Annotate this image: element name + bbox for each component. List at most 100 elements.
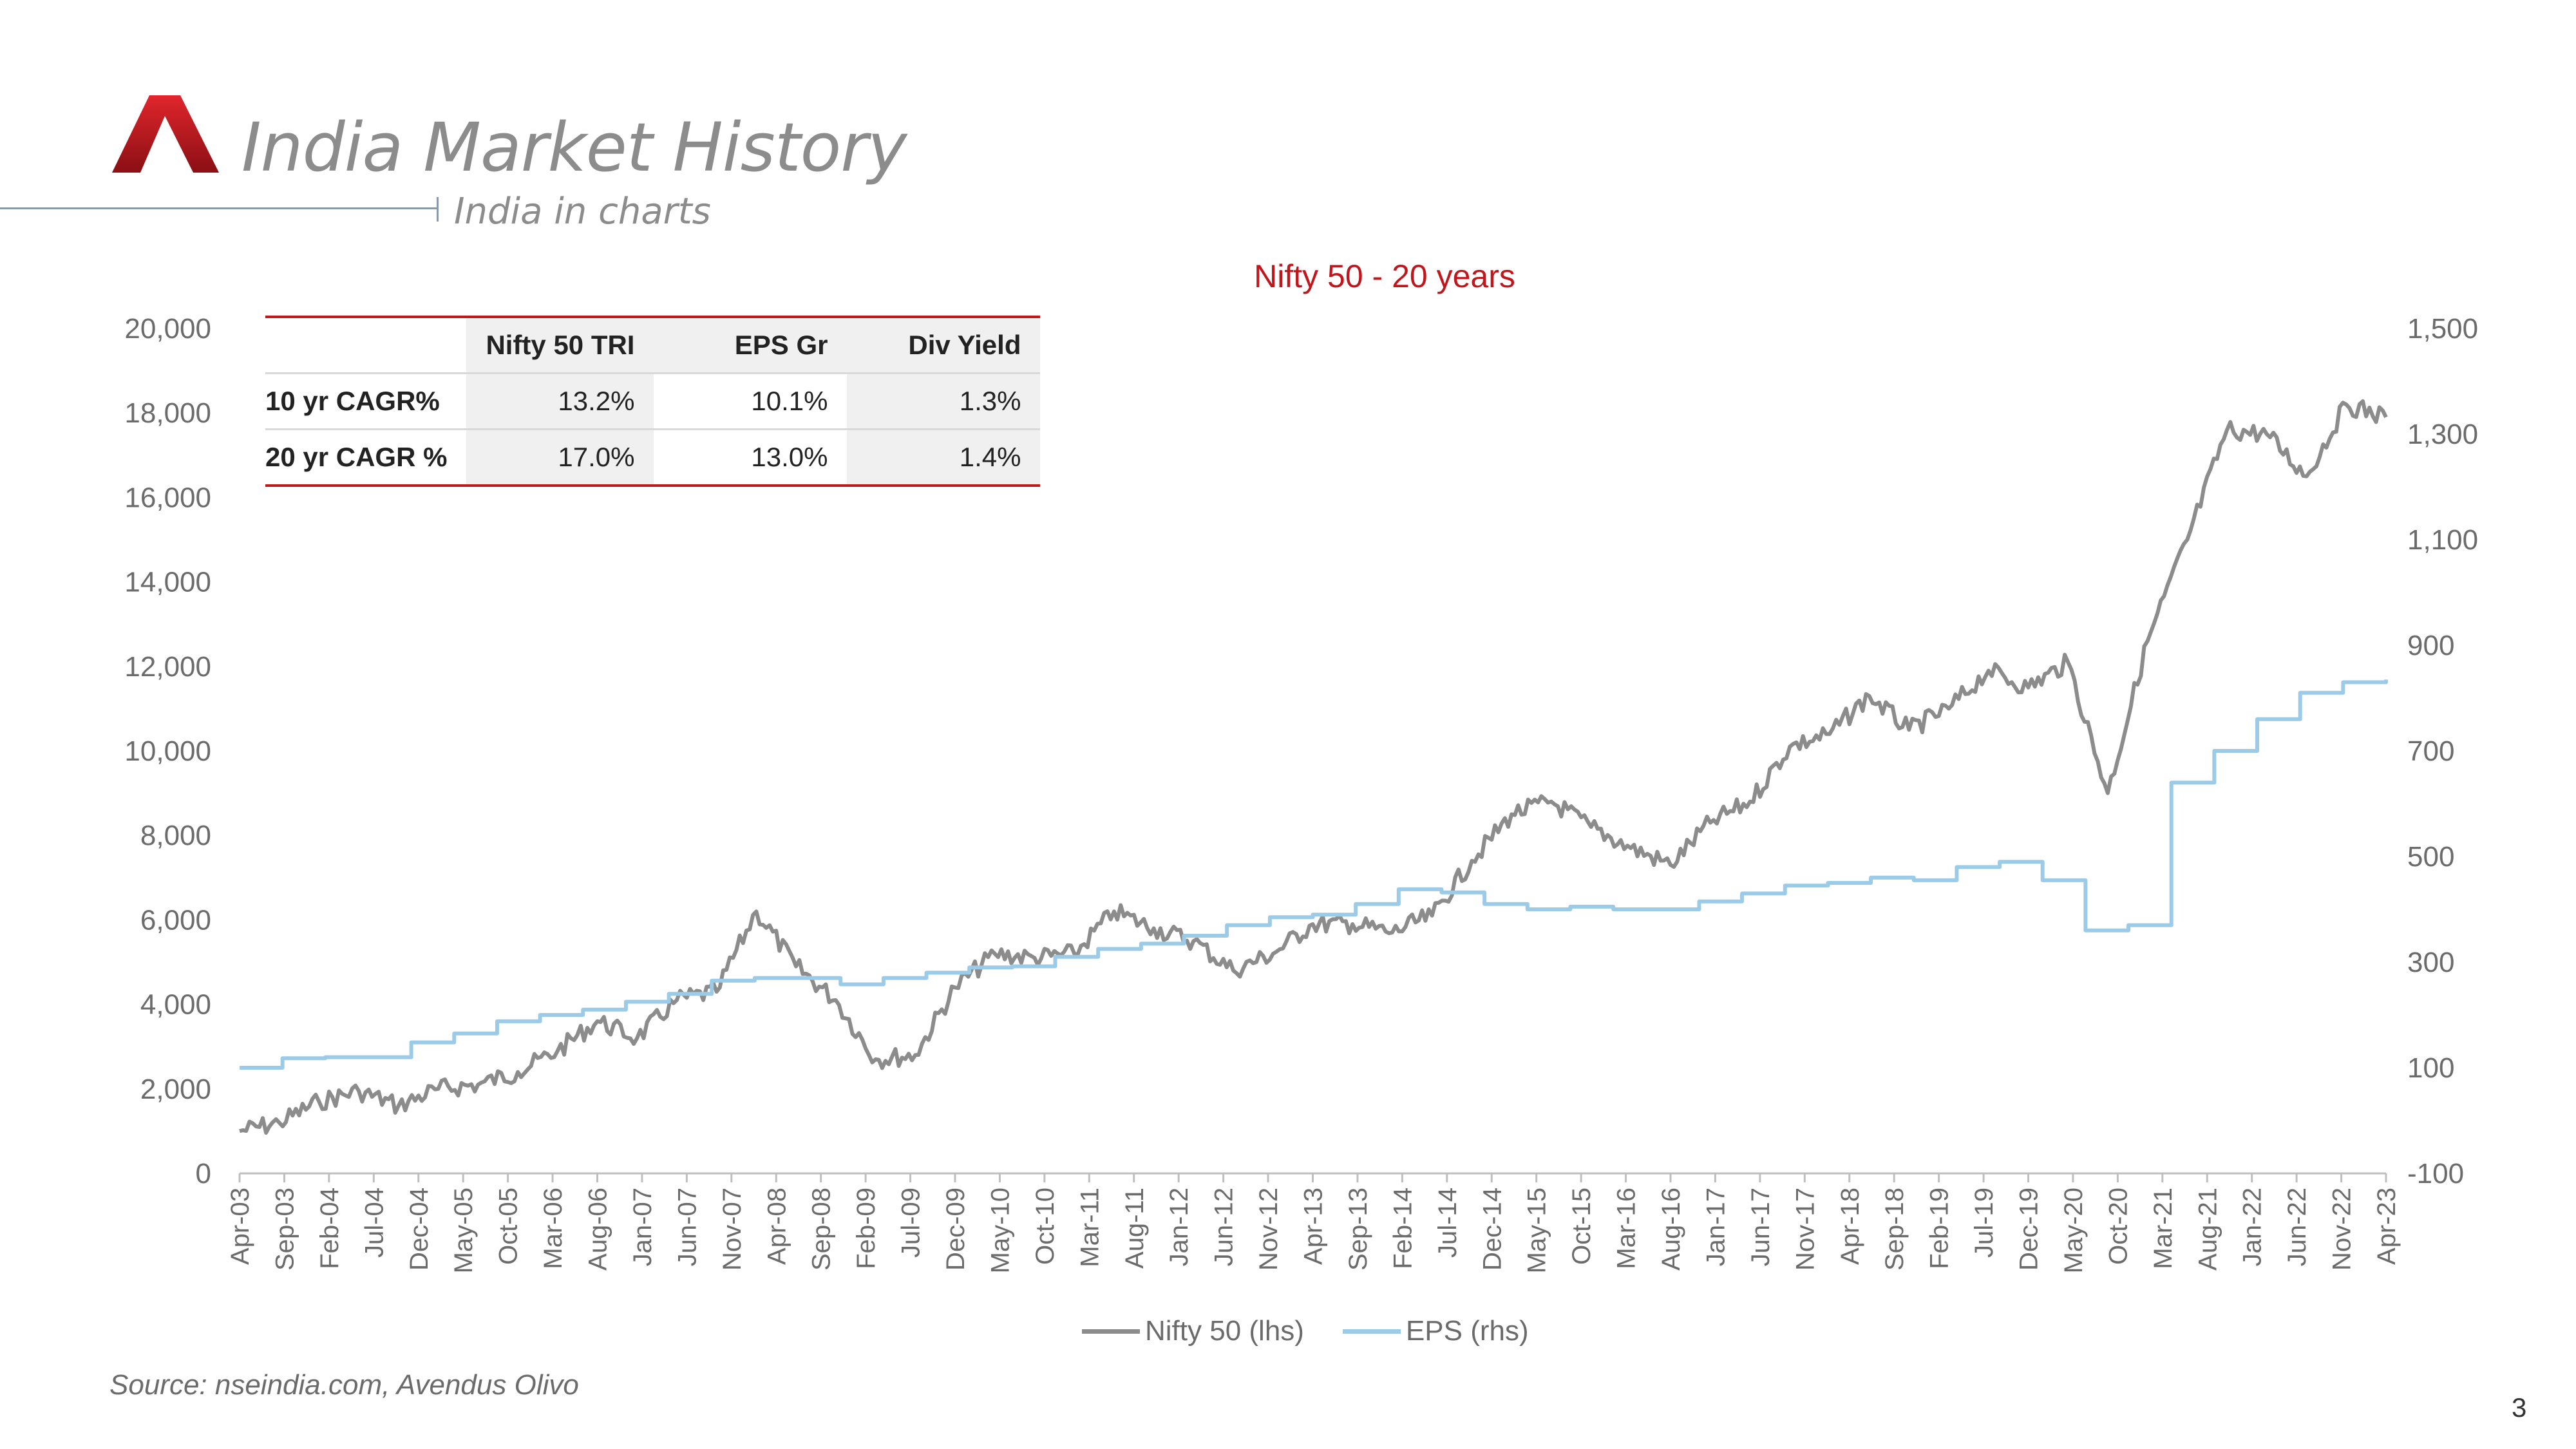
- x-tick-label: Nov-17: [1791, 1188, 1819, 1271]
- x-tick-label: Dec-14: [1478, 1188, 1506, 1271]
- x-tick-label: Feb-19: [1926, 1188, 1954, 1269]
- x-tick-label: Jul-04: [360, 1188, 388, 1258]
- chart-title: Nifty 50 - 20 years: [1254, 258, 1515, 294]
- table-cell: 10.1%: [751, 386, 828, 416]
- table-cell: 1.4%: [847, 429, 1041, 486]
- x-tick-label: Dec-19: [2015, 1188, 2043, 1271]
- x-tick-label: Oct-05: [495, 1188, 523, 1265]
- y-right-tick-label: 300: [2407, 947, 2454, 978]
- x-tick-label: Apr-13: [1300, 1188, 1328, 1265]
- y-left-tick-label: 20,000: [124, 313, 211, 345]
- source-note: Source: nseindia.com, Avendus Olivo: [109, 1369, 579, 1401]
- table-cell: 1.3%: [847, 373, 1041, 430]
- x-tick-label: Jan-17: [1701, 1188, 1730, 1266]
- x-tick-label: Feb-04: [316, 1188, 344, 1269]
- x-tick-label: Apr-03: [226, 1188, 254, 1265]
- legend-item-eps: EPS (rhs): [1342, 1315, 1529, 1347]
- y-left-tick-label: 10,000: [124, 735, 211, 767]
- x-tick-label: Dec-09: [942, 1188, 970, 1271]
- x-tick-label: Sep-18: [1880, 1188, 1909, 1271]
- eps-series-line: [240, 679, 2388, 1070]
- x-tick-label: May-15: [1523, 1188, 1551, 1273]
- legend-item-nifty: Nifty 50 (lhs): [1082, 1315, 1304, 1347]
- x-tick-label: Mar-16: [1613, 1188, 1641, 1269]
- y-left-tick-label: 2,000: [140, 1074, 211, 1105]
- table-cell: 13.2%: [466, 373, 654, 430]
- x-tick-label: May-10: [986, 1188, 1014, 1273]
- header-divider: [0, 207, 438, 209]
- table-row-label: 10 yr CAGR%: [265, 373, 467, 430]
- x-tick-label: May-05: [450, 1188, 478, 1273]
- y-right-tick-label: 100: [2407, 1052, 2454, 1084]
- x-tick-label: Jan-22: [2239, 1188, 2267, 1266]
- x-tick-label: Oct-10: [1031, 1188, 1059, 1265]
- x-tick-label: Feb-14: [1388, 1188, 1417, 1269]
- y-right-tick-label: 1,100: [2407, 524, 2478, 556]
- table-header-eps: EPS Gr: [654, 317, 848, 374]
- cagr-table: Nifty 50 TRI EPS Gr Div Yield 10 yr CAGR…: [265, 316, 1041, 487]
- chart-legend: Nifty 50 (lhs) EPS (rhs): [1082, 1315, 1567, 1347]
- table-row-label: 20 yr CAGR %: [265, 429, 467, 486]
- app-title: India Market History: [242, 108, 907, 187]
- table-header-div-yield: Div Yield: [847, 317, 1041, 374]
- legend-swatch-eps: [1342, 1329, 1401, 1334]
- x-tick-label: Aug-11: [1121, 1188, 1149, 1269]
- y-left-tick-label: 4,000: [140, 989, 211, 1021]
- x-tick-label: Aug-06: [584, 1188, 612, 1271]
- x-tick-label: Jun-12: [1210, 1188, 1238, 1266]
- x-tick-label: Apr-18: [1836, 1188, 1864, 1265]
- legend-label-nifty: Nifty 50 (lhs): [1145, 1315, 1304, 1347]
- page-number: 3: [2512, 1392, 2527, 1423]
- y-left-tick-label: 0: [196, 1158, 211, 1189]
- x-tick-label: Sep-08: [808, 1188, 836, 1271]
- x-tick-label: Aug-21: [2193, 1188, 2222, 1271]
- y-left-tick-label: 6,000: [140, 904, 211, 936]
- x-tick-label: Mar-11: [1075, 1188, 1104, 1267]
- x-tick-label: Apr-08: [762, 1188, 791, 1265]
- table-cell: 17.0%: [466, 429, 654, 486]
- x-tick-label: Jul-14: [1434, 1188, 1462, 1258]
- table-row: 10 yr CAGR% 13.2% 10.1% 1.3%: [265, 373, 1041, 430]
- x-tick-label: Jan-12: [1165, 1188, 1193, 1266]
- table-corner-cell: [265, 317, 467, 374]
- avendus-logo: [112, 95, 219, 173]
- y-right-tick-label: 900: [2407, 630, 2454, 661]
- x-tick-label: Nov-22: [2328, 1188, 2356, 1271]
- y-left-tick-label: 8,000: [140, 820, 211, 851]
- table-header-nifty: Nifty 50 TRI: [466, 317, 654, 374]
- x-tick-label: Sep-03: [270, 1188, 299, 1271]
- table-header-row: Nifty 50 TRI EPS Gr Div Yield: [265, 317, 1041, 374]
- y-right-tick-label: 500: [2407, 841, 2454, 873]
- nifty-series-line: [239, 399, 2388, 1135]
- header-divider-tick: [437, 197, 439, 222]
- table-cell: 13.0%: [751, 442, 828, 472]
- y-right-tick-label: 1,500: [2407, 313, 2478, 345]
- x-tick-label: Apr-23: [2372, 1188, 2401, 1265]
- x-tick-label: Sep-13: [1344, 1188, 1372, 1271]
- y-left-tick-label: 12,000: [124, 651, 211, 683]
- x-tick-label: Feb-09: [852, 1188, 880, 1269]
- x-tick-label: Jul-09: [897, 1188, 925, 1258]
- x-tick-label: Jun-17: [1747, 1188, 1775, 1266]
- y-right-tick-label: 1,300: [2407, 419, 2478, 450]
- x-tick-label: Nov-12: [1255, 1188, 1283, 1271]
- x-tick-label: Oct-20: [2104, 1188, 2132, 1265]
- table-row: 20 yr CAGR % 17.0% 13.0% 1.4%: [265, 429, 1041, 486]
- y-left-tick-label: 18,000: [124, 397, 211, 429]
- legend-swatch-nifty: [1082, 1329, 1140, 1334]
- x-tick-label: Jun-07: [673, 1188, 701, 1266]
- x-tick-label: Jan-07: [629, 1188, 657, 1266]
- x-tick-label: Dec-04: [405, 1188, 433, 1271]
- y-right-tick-label: -100: [2407, 1158, 2464, 1189]
- y-left-tick-label: 14,000: [124, 567, 211, 598]
- x-tick-label: Oct-15: [1567, 1188, 1596, 1265]
- x-tick-label: Jun-22: [2283, 1188, 2311, 1266]
- x-tick-label: Nov-07: [718, 1188, 746, 1271]
- x-tick-label: Aug-16: [1657, 1188, 1685, 1271]
- x-tick-label: Jul-19: [1970, 1188, 1998, 1258]
- x-tick-label: May-20: [2060, 1188, 2088, 1273]
- x-tick-label: Mar-21: [2149, 1188, 2177, 1269]
- y-left-tick-label: 16,000: [124, 482, 211, 513]
- legend-label-eps: EPS (rhs): [1405, 1315, 1529, 1347]
